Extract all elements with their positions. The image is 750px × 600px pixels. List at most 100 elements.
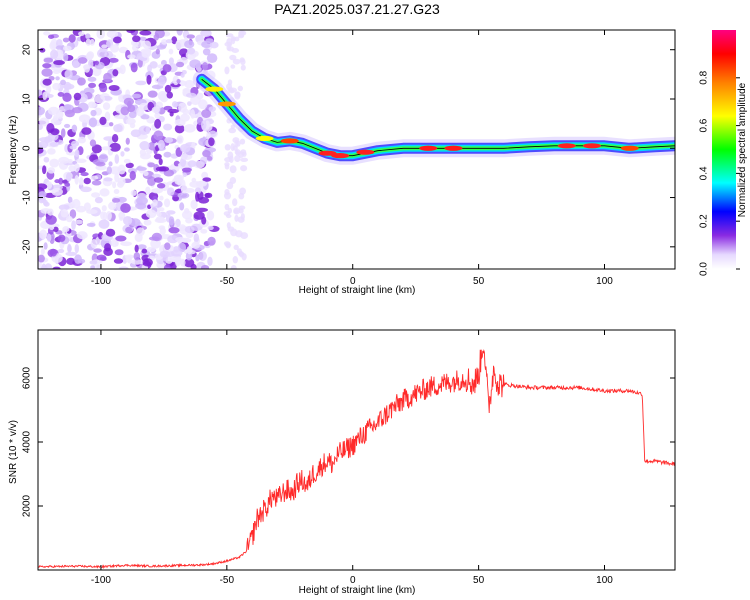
noise-speckle	[78, 114, 91, 123]
noise-speckle	[234, 214, 239, 222]
noise-speckle	[146, 246, 156, 253]
noise-speckle	[193, 233, 200, 243]
noise-speckle	[51, 187, 63, 196]
noise-speckle	[137, 244, 147, 250]
noise-speckle	[135, 166, 147, 171]
snr-x-tick-label: -100	[91, 575, 111, 586]
noise-speckle	[240, 165, 248, 172]
noise-speckle	[113, 124, 123, 133]
noise-speckle	[224, 66, 230, 75]
noise-speckle	[120, 203, 131, 213]
noise-speckle	[166, 210, 176, 215]
noise-speckle	[38, 183, 48, 190]
noise-speckle	[164, 137, 174, 144]
noise-speckle	[90, 109, 97, 117]
noise-speckle	[40, 208, 52, 214]
noise-speckle	[131, 93, 142, 99]
noise-speckle	[74, 254, 82, 265]
noise-speckle	[142, 258, 153, 267]
noise-speckle	[38, 124, 43, 130]
noise-speckle	[202, 150, 211, 158]
noise-speckle	[230, 264, 237, 269]
noise-speckle	[99, 188, 110, 197]
noise-speckle	[202, 61, 209, 71]
noise-speckle	[125, 137, 130, 145]
noise-speckle	[182, 88, 191, 93]
noise-speckle	[83, 64, 91, 73]
noise-speckle	[50, 49, 59, 60]
noise-speckle	[40, 248, 45, 255]
noise-speckle	[200, 264, 210, 269]
noise-speckle	[185, 232, 194, 238]
ridge-hotspot	[557, 143, 576, 149]
noise-speckle	[185, 92, 197, 98]
noise-speckle	[38, 137, 51, 142]
noise-speckle	[38, 254, 45, 263]
noise-speckle	[99, 116, 107, 126]
noise-speckle	[147, 90, 158, 98]
noise-speckle	[233, 207, 241, 215]
noise-speckle	[130, 259, 143, 265]
noise-speckle	[131, 44, 139, 52]
noise-speckle	[68, 34, 76, 43]
noise-speckle	[227, 86, 234, 93]
spectrogram-y-tick-label: -20	[22, 239, 33, 254]
noise-speckle	[232, 58, 241, 65]
noise-speckle	[85, 52, 93, 61]
noise-speckle	[239, 30, 247, 36]
noise-speckle	[202, 177, 212, 182]
noise-speckle	[206, 210, 215, 221]
noise-speckle	[88, 117, 98, 128]
ridge-hotspot	[331, 153, 350, 159]
noise-speckle	[224, 188, 230, 196]
noise-speckle	[227, 79, 233, 86]
noise-speckle	[43, 57, 54, 63]
noise-speckle	[91, 144, 102, 154]
ridge-hotspot	[205, 86, 224, 92]
noise-speckle	[38, 106, 45, 116]
noise-speckle	[162, 64, 172, 73]
noise-speckle	[88, 82, 97, 89]
noise-speckle	[186, 34, 195, 39]
noise-speckle	[47, 167, 56, 174]
noise-speckle	[168, 227, 180, 234]
noise-speckle	[41, 68, 53, 77]
noise-speckle	[123, 97, 135, 106]
noise-speckle	[89, 139, 97, 147]
noise-speckle	[238, 151, 244, 158]
noise-speckle	[151, 188, 163, 194]
noise-speckle	[46, 122, 55, 133]
noise-speckle	[200, 30, 212, 37]
noise-speckle	[62, 226, 70, 233]
noise-speckle	[225, 214, 232, 219]
noise-speckle	[65, 215, 73, 223]
noise-speckle	[231, 37, 236, 45]
noise-speckle	[232, 198, 238, 207]
noise-speckle	[114, 154, 120, 164]
noise-speckle	[179, 202, 185, 211]
noise-speckle	[187, 160, 197, 168]
ridge-hotspot	[582, 143, 601, 149]
noise-speckle	[166, 91, 173, 99]
noise-speckle	[43, 156, 50, 163]
noise-speckle	[143, 219, 152, 226]
noise-speckle	[118, 46, 129, 54]
ridge-hotspot	[356, 149, 375, 155]
colorbar: 0.0 0.2 0.4 0.6 0.8 Normalized spectral ampl…	[699, 30, 748, 276]
noise-speckle	[71, 106, 83, 114]
noise-speckle	[190, 109, 196, 119]
noise-speckle	[139, 152, 152, 160]
noise-speckle	[234, 155, 241, 163]
noise-speckle	[207, 225, 214, 231]
ridge-hotspot	[444, 145, 463, 151]
snr-x-tick-label: 100	[596, 575, 613, 586]
noise-speckle	[74, 243, 80, 254]
snr-y-tick-label: 2000	[22, 494, 33, 517]
noise-speckle	[39, 47, 46, 53]
noise-speckle	[133, 251, 141, 261]
noise-speckle	[114, 240, 119, 247]
noise-speckle	[139, 141, 150, 151]
noise-speckle	[186, 245, 193, 255]
noise-speckle	[53, 60, 65, 66]
noise-speckle	[117, 164, 126, 175]
